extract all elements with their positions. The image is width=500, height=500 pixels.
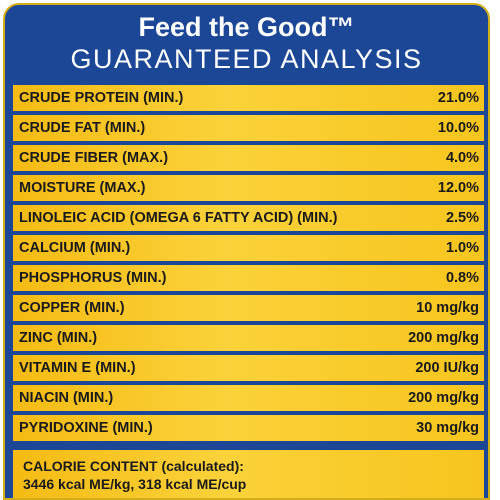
analysis-row-crude-fat: CRUDE FAT (MIN.) 10.0% [13,115,484,141]
analysis-row-phosphorus: PHOSPHORUS (MIN.) 0.8% [13,265,484,291]
row-label: PHOSPHORUS (MIN.) [19,270,167,286]
analysis-row-linoleic-acid: LINOLEIC ACID (OMEGA 6 FATTY ACID) (MIN.… [13,205,484,231]
calorie-title: CALORIE CONTENT (calculated): [23,458,244,474]
row-label: VITAMIN E (MIN.) [19,360,136,376]
row-value: 200 IU/kg [415,360,479,376]
brand-title: Feed the Good™ [138,12,355,42]
row-label: NIACIN (MIN.) [19,390,114,406]
row-label: PYRIDOXINE (MIN.) [19,420,153,436]
row-label: CRUDE FAT (MIN.) [19,120,146,136]
panel-header: Feed the Good™ GUARANTEED ANALYSIS [5,5,488,77]
row-value: 10 mg/kg [416,300,479,316]
row-value: 10.0% [437,120,479,136]
section-title: GUARANTEED ANALYSIS [70,44,423,74]
analysis-row-moisture: MOISTURE (MAX.) 12.0% [13,175,484,201]
analysis-row-zinc: ZINC (MIN.) 200 mg/kg [13,325,484,351]
row-value: 200 mg/kg [408,330,479,346]
calorie-content-box: CALORIE CONTENT (calculated): 3446 kcal … [13,450,484,498]
analysis-row-copper: COPPER (MIN.) 10 mg/kg [13,295,484,321]
row-label: LINOLEIC ACID (OMEGA 6 FATTY ACID) (MIN.… [19,210,338,226]
row-label: MOISTURE (MAX.) [19,180,146,196]
row-value: 12.0% [437,180,479,196]
analysis-row-crude-protein: CRUDE PROTEIN (MIN.) 21.0% [13,85,484,111]
row-value: 2.5% [445,210,479,226]
row-label: CRUDE PROTEIN (MIN.) [19,90,184,106]
row-value: 200 mg/kg [408,390,479,406]
row-value: 0.8% [445,270,479,286]
row-label: ZINC (MIN.) [19,330,98,346]
row-label: CRUDE FIBER (MAX.) [19,150,169,166]
analysis-row-vitamin-e: VITAMIN E (MIN.) 200 IU/kg [13,355,484,381]
row-value: 21.0% [437,90,479,106]
row-value: 1.0% [445,240,479,256]
calorie-value: 3446 kcal ME/kg, 318 kcal ME/cup [23,476,247,492]
row-value: 30 mg/kg [416,420,479,436]
row-value: 4.0% [445,150,479,166]
analysis-row-niacin: NIACIN (MIN.) 200 mg/kg [13,385,484,411]
analysis-row-calcium: CALCIUM (MIN.) 1.0% [13,235,484,261]
analysis-row-pyridoxine: PYRIDOXINE (MIN.) 30 mg/kg [13,415,484,441]
analysis-table: CRUDE PROTEIN (MIN.) 21.0% CRUDE FAT (MI… [13,85,484,445]
guaranteed-analysis-panel: Feed the Good™ GUARANTEED ANALYSIS CRUDE… [3,3,490,500]
analysis-row-crude-fiber: CRUDE FIBER (MAX.) 4.0% [13,145,484,171]
row-label: CALCIUM (MIN.) [19,240,131,256]
row-label: COPPER (MIN.) [19,300,125,316]
